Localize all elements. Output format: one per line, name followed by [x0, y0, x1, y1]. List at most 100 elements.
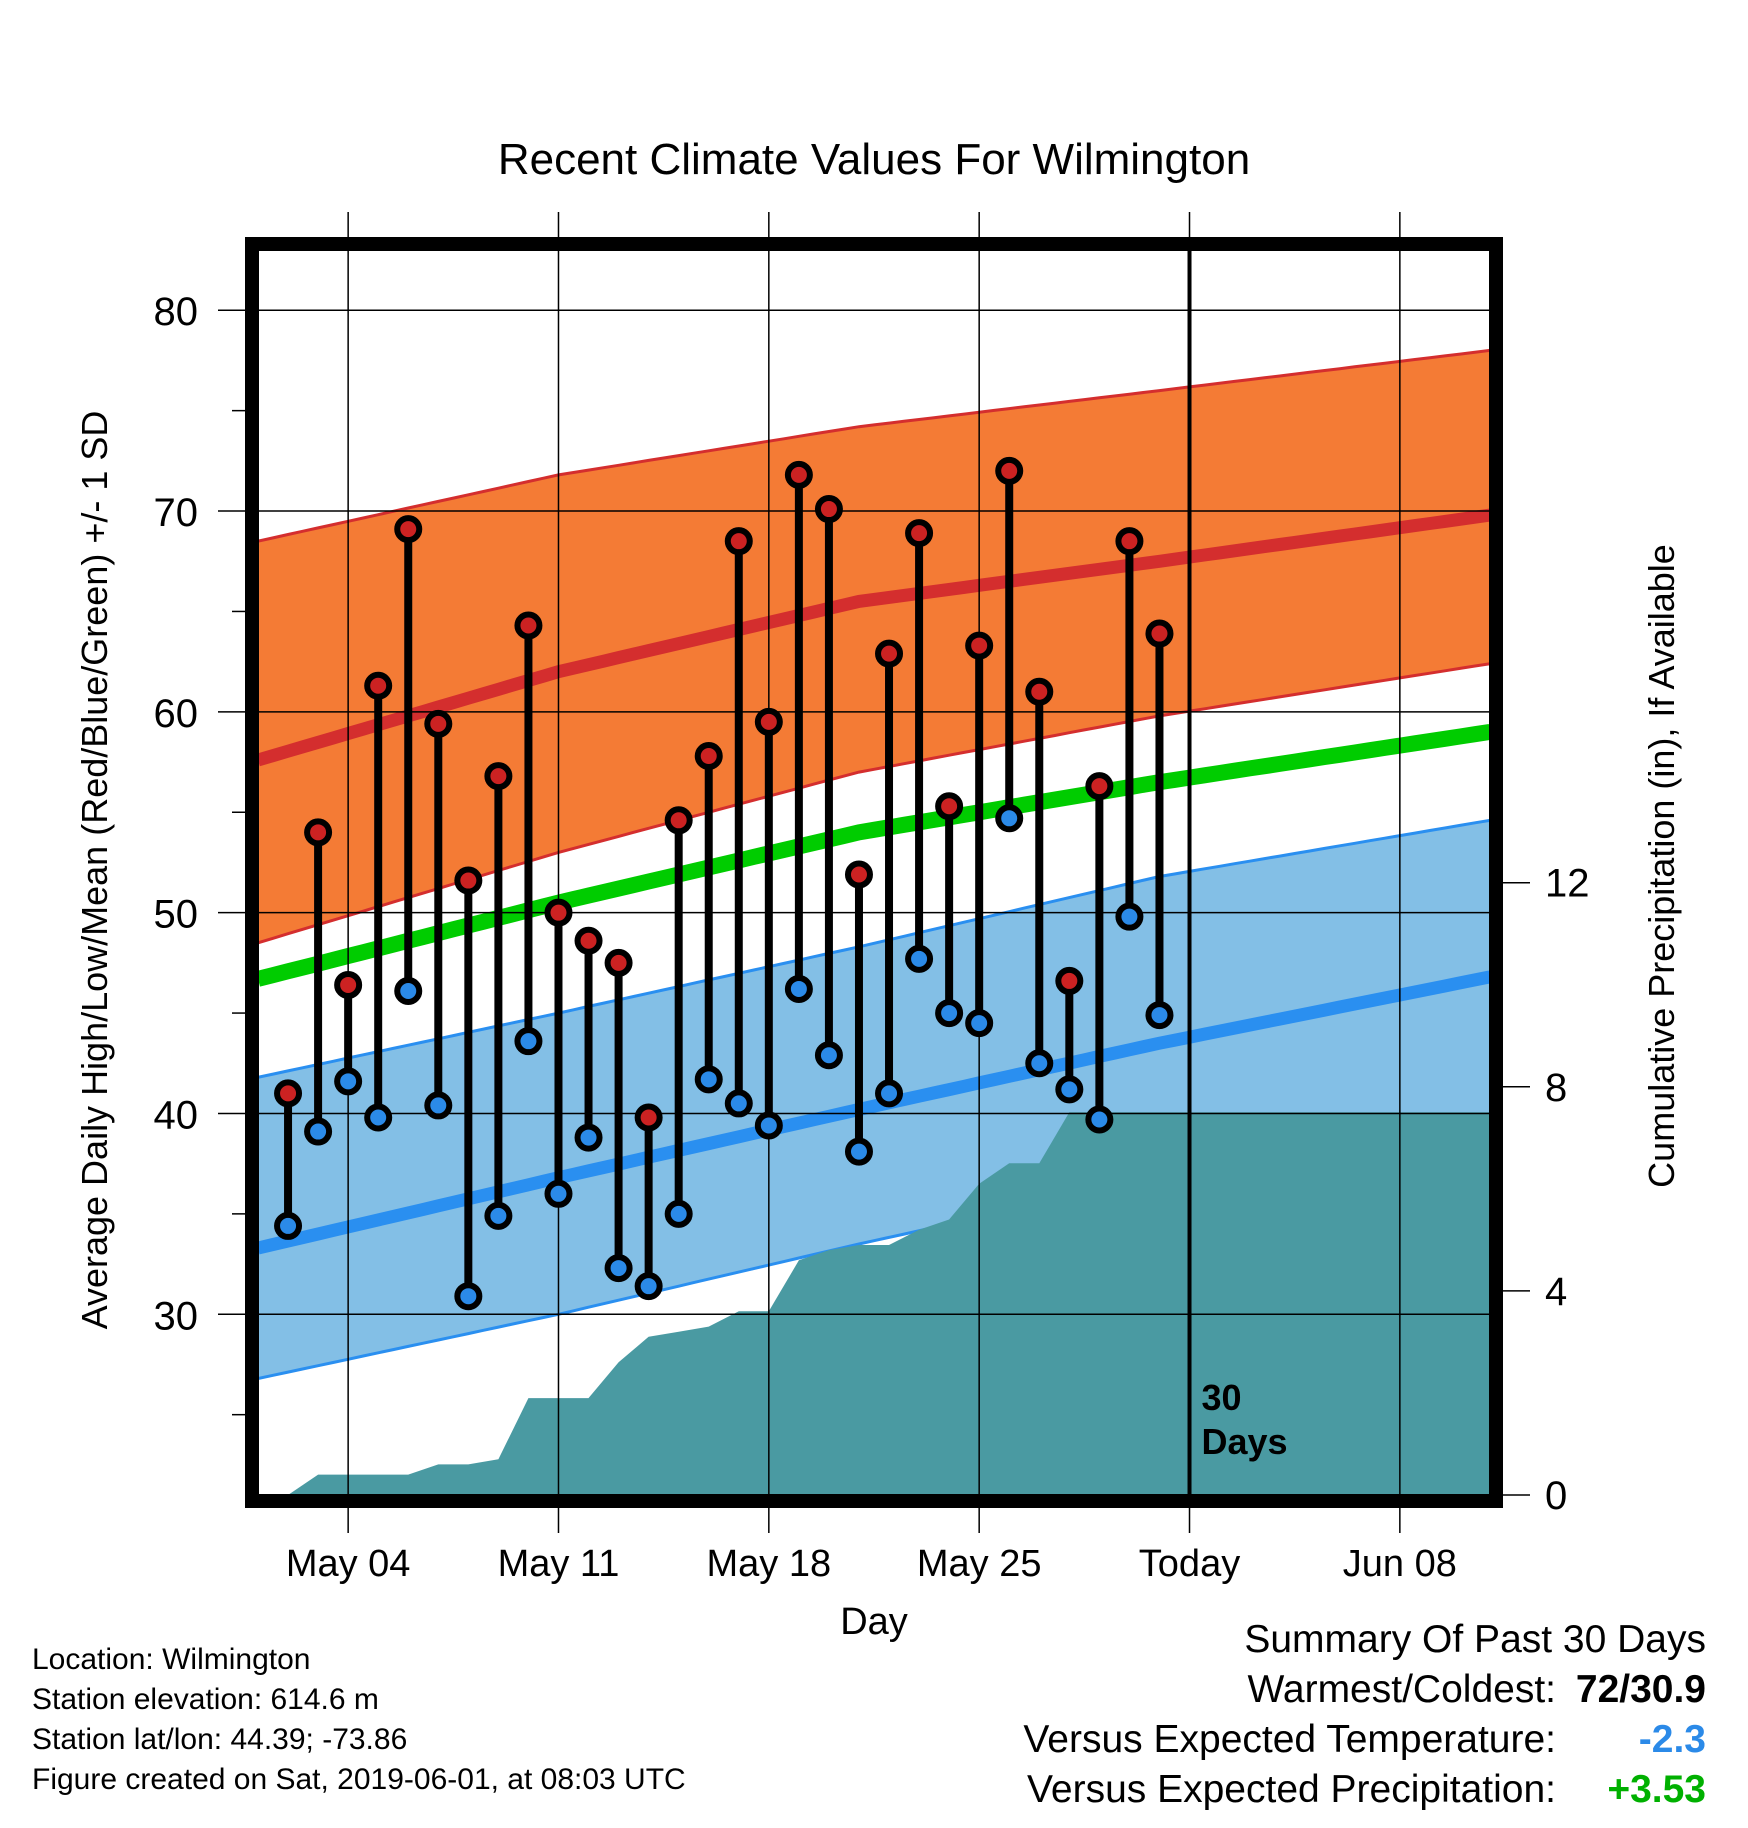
high-plus-sd-line [258, 348, 1490, 543]
high-point [334, 970, 363, 999]
low-point [724, 1089, 753, 1118]
high-point [304, 818, 333, 847]
temp-departure-label: Versus Expected Temperature: [1023, 1718, 1556, 1761]
high-point [784, 460, 813, 489]
latlon-text: Station lat/lon: 44.39; -73.86 [32, 1723, 408, 1756]
x-tick-label: May 25 [917, 1543, 1042, 1585]
low-point [334, 1067, 363, 1096]
low-point [965, 1009, 994, 1038]
summary-title: Summary Of Past 30 Days [1244, 1618, 1706, 1661]
low-point [364, 1103, 393, 1132]
low-point [1025, 1049, 1054, 1078]
high-normal-line [258, 508, 1490, 767]
high-point [1115, 527, 1144, 556]
low-point [514, 1027, 543, 1056]
low-point [935, 999, 964, 1028]
high-point [1025, 677, 1054, 706]
low-point [604, 1254, 633, 1283]
low-point [905, 944, 934, 973]
low-point [844, 1137, 873, 1166]
high-sd-band [258, 350, 1490, 943]
high-point [875, 639, 904, 668]
plot-frame [245, 237, 1503, 1508]
high-point [514, 611, 543, 640]
high-point [604, 948, 633, 977]
low-point [664, 1199, 693, 1228]
low-point [814, 1041, 843, 1070]
y2-tick-label: 12 [1545, 862, 1590, 906]
y-tick-label: 60 [154, 692, 199, 736]
high-point [1145, 619, 1174, 648]
high-point [634, 1103, 663, 1132]
low-point [875, 1079, 904, 1108]
low-point [1085, 1105, 1114, 1134]
high-point [844, 860, 873, 889]
warm-cold-value: 72/30.9 [1575, 1668, 1706, 1711]
y-tick-label: 80 [154, 290, 199, 334]
low-point [1115, 902, 1144, 931]
high-point [484, 762, 513, 791]
today-annotation: 30 Days [1202, 1377, 1288, 1462]
today-annotation-line: 30 [1202, 1377, 1242, 1418]
high-point [995, 456, 1024, 485]
today-annotation-line: Days [1202, 1421, 1288, 1462]
low-point [784, 974, 813, 1003]
low-point [454, 1282, 483, 1311]
high-point [814, 495, 843, 524]
warm-cold-label: Warmest/Coldest: [1247, 1668, 1556, 1711]
high-point [724, 527, 753, 556]
x-tick-label: Jun 08 [1343, 1543, 1457, 1585]
low-point [754, 1111, 783, 1140]
high-point [544, 898, 573, 927]
low-point [1055, 1075, 1084, 1104]
station-info: Location: Wilmington Station elevation: … [32, 1640, 686, 1800]
low-point [1145, 1001, 1174, 1030]
high-point [905, 519, 934, 548]
x-axis-label: Day [840, 1601, 908, 1643]
high-point [274, 1079, 303, 1108]
plot-inner: 30 Days [258, 250, 1490, 1495]
avg-normal-line [258, 723, 1490, 987]
elevation-text: Station elevation: 614.6 m [32, 1683, 379, 1716]
high-point [965, 631, 994, 660]
summary-panel: Summary Of Past 30 Days Warmest/Coldest:… [806, 1618, 1706, 1818]
low-point [274, 1211, 303, 1240]
high-point [364, 671, 393, 700]
y-tick-label: 40 [154, 1093, 199, 1137]
high-point [394, 515, 423, 544]
x-tick-label: Today [1139, 1543, 1240, 1585]
y-tick-label: 30 [154, 1294, 199, 1338]
precip-departure-value: +3.53 [1607, 1768, 1706, 1811]
low-point [424, 1091, 453, 1120]
low-point [634, 1272, 663, 1301]
y-axis-label: Average Daily High/Low/Mean (Red/Blue/Gr… [74, 411, 115, 1330]
high-point [694, 742, 723, 771]
precip-departure-label: Versus Expected Precipitation: [1027, 1768, 1556, 1811]
low-point [574, 1123, 603, 1152]
y2-tick-label: 4 [1545, 1270, 1567, 1314]
high-point [454, 866, 483, 895]
low-point [544, 1179, 573, 1208]
y-tick-label: 70 [154, 491, 199, 535]
high-point [754, 707, 783, 736]
x-tick-label: May 04 [286, 1543, 411, 1585]
low-point [995, 804, 1024, 833]
low-sd-band [258, 820, 1490, 1379]
high-point [1085, 772, 1114, 801]
y2-tick-label: 0 [1545, 1474, 1567, 1518]
y2-axis-label: Cumulative Precipitation (in), If Availa… [1641, 544, 1682, 1188]
chart-title: Recent Climate Values For Wilmington [498, 135, 1250, 184]
x-tick-label: May 18 [707, 1543, 832, 1585]
location-text: Location: Wilmington [32, 1643, 311, 1676]
high-point [574, 926, 603, 955]
y2-tick-label: 8 [1545, 1066, 1567, 1110]
high-point [1055, 966, 1084, 995]
high-point [424, 709, 453, 738]
created-text: Figure created on Sat, 2019-06-01, at 08… [32, 1763, 686, 1796]
low-normal-line [258, 970, 1490, 1255]
low-point [694, 1065, 723, 1094]
low-point [304, 1117, 333, 1146]
low-point [394, 976, 423, 1005]
high-point [664, 806, 693, 835]
